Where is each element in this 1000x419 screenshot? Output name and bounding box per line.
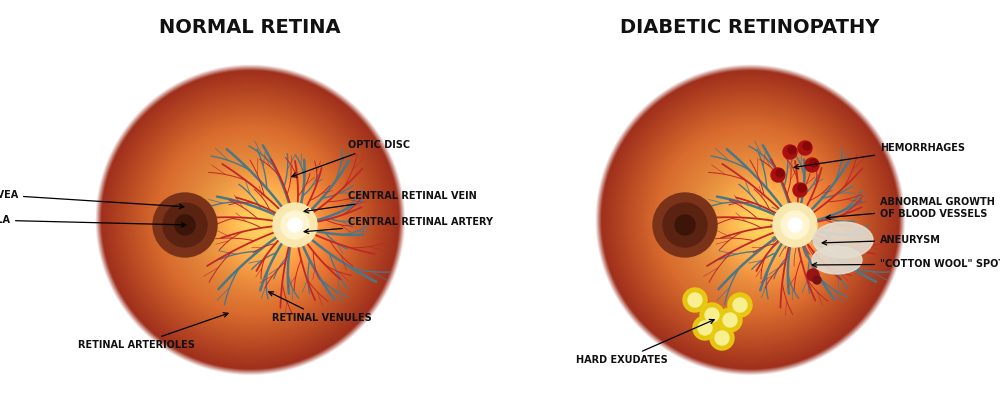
- Circle shape: [653, 193, 717, 257]
- Circle shape: [663, 203, 707, 247]
- Circle shape: [700, 303, 724, 327]
- Circle shape: [771, 168, 785, 182]
- Circle shape: [718, 308, 742, 332]
- Circle shape: [723, 313, 737, 327]
- Circle shape: [807, 269, 819, 281]
- Circle shape: [281, 211, 309, 239]
- Text: ABNORMAL GROWTH
OF BLOOD VESSELS: ABNORMAL GROWTH OF BLOOD VESSELS: [826, 197, 995, 220]
- Circle shape: [805, 158, 819, 172]
- Circle shape: [776, 169, 784, 177]
- Circle shape: [788, 218, 802, 232]
- Circle shape: [683, 288, 707, 312]
- Circle shape: [153, 193, 217, 257]
- Text: RETINAL VENULES: RETINAL VENULES: [269, 292, 372, 323]
- Circle shape: [781, 211, 809, 239]
- Circle shape: [733, 298, 747, 312]
- Circle shape: [705, 308, 719, 322]
- Text: CENTRAL RETINAL ARTERY: CENTRAL RETINAL ARTERY: [304, 217, 493, 233]
- Circle shape: [788, 146, 796, 154]
- Circle shape: [793, 183, 807, 197]
- Text: ANEURYSM: ANEURYSM: [822, 235, 941, 245]
- Text: HARD EXUDATES: HARD EXUDATES: [576, 319, 714, 365]
- Circle shape: [773, 203, 817, 247]
- Circle shape: [710, 326, 734, 350]
- Circle shape: [803, 142, 811, 150]
- Circle shape: [813, 276, 821, 284]
- Text: NORMAL RETINA: NORMAL RETINA: [159, 18, 341, 37]
- Circle shape: [163, 203, 207, 247]
- Circle shape: [698, 321, 712, 335]
- Text: "COTTON WOOL" SPOTS: "COTTON WOOL" SPOTS: [812, 259, 1000, 269]
- Circle shape: [273, 203, 317, 247]
- Circle shape: [175, 215, 195, 235]
- Circle shape: [288, 218, 302, 232]
- Circle shape: [798, 184, 806, 192]
- Circle shape: [688, 293, 702, 307]
- Circle shape: [728, 293, 752, 317]
- Text: OPTIC DISC: OPTIC DISC: [292, 140, 410, 177]
- Text: CENTRAL RETINAL VEIN: CENTRAL RETINAL VEIN: [304, 191, 477, 213]
- Circle shape: [810, 159, 818, 167]
- Ellipse shape: [813, 222, 873, 258]
- Circle shape: [783, 145, 797, 159]
- Text: HEMORRHAGES: HEMORRHAGES: [794, 143, 965, 169]
- Circle shape: [693, 316, 717, 340]
- Circle shape: [715, 331, 729, 345]
- Text: FOVEA: FOVEA: [0, 190, 184, 209]
- Circle shape: [675, 215, 695, 235]
- Circle shape: [798, 141, 812, 155]
- Text: MACULA: MACULA: [0, 215, 186, 227]
- Text: DIABETIC RETINOPATHY: DIABETIC RETINOPATHY: [620, 18, 880, 37]
- Text: RETINAL ARTERIOLES: RETINAL ARTERIOLES: [78, 313, 228, 350]
- Ellipse shape: [812, 246, 862, 274]
